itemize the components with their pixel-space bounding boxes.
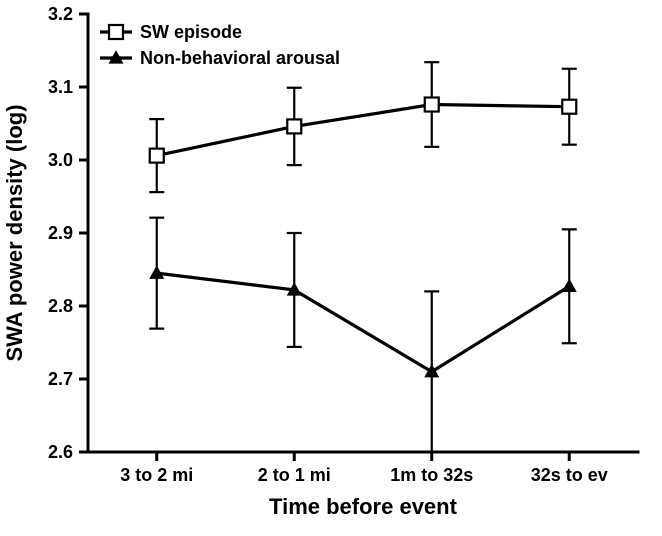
marker-square	[109, 25, 123, 39]
y-tick-label: 2.6	[48, 442, 73, 462]
marker-square	[425, 98, 439, 112]
marker-square	[287, 119, 301, 133]
y-tick-label: 3.0	[48, 150, 73, 170]
x-tick-label: 32s to ev	[531, 465, 608, 485]
y-tick-label: 2.8	[48, 296, 73, 316]
y-tick-label: 3.1	[48, 77, 73, 97]
x-tick-label: 2 to 1 mi	[258, 465, 331, 485]
y-axis-label: SWA power density (log)	[2, 104, 27, 361]
y-tick-label: 3.2	[48, 4, 73, 24]
marker-square	[150, 149, 164, 163]
line-chart: 2.6 2.7 2.8 2.9 3.0 3.1 3.2 3 to 2 mi 2 to 1 mi 1…	[0, 0, 662, 536]
y-tick-label: 2.9	[48, 223, 73, 243]
x-tick-label: 3 to 2 mi	[120, 465, 193, 485]
chart-container: 2.6 2.7 2.8 2.9 3.0 3.1 3.2 3 to 2 mi 2 to 1 mi 1…	[0, 0, 662, 536]
legend-label: Non-behavioral arousal	[140, 48, 340, 68]
y-tick-label: 2.7	[48, 369, 73, 389]
x-axis-label: Time before event	[269, 494, 458, 519]
marker-square	[562, 100, 576, 114]
x-tick-label: 1m to 32s	[390, 465, 473, 485]
legend-label: SW episode	[140, 22, 242, 42]
